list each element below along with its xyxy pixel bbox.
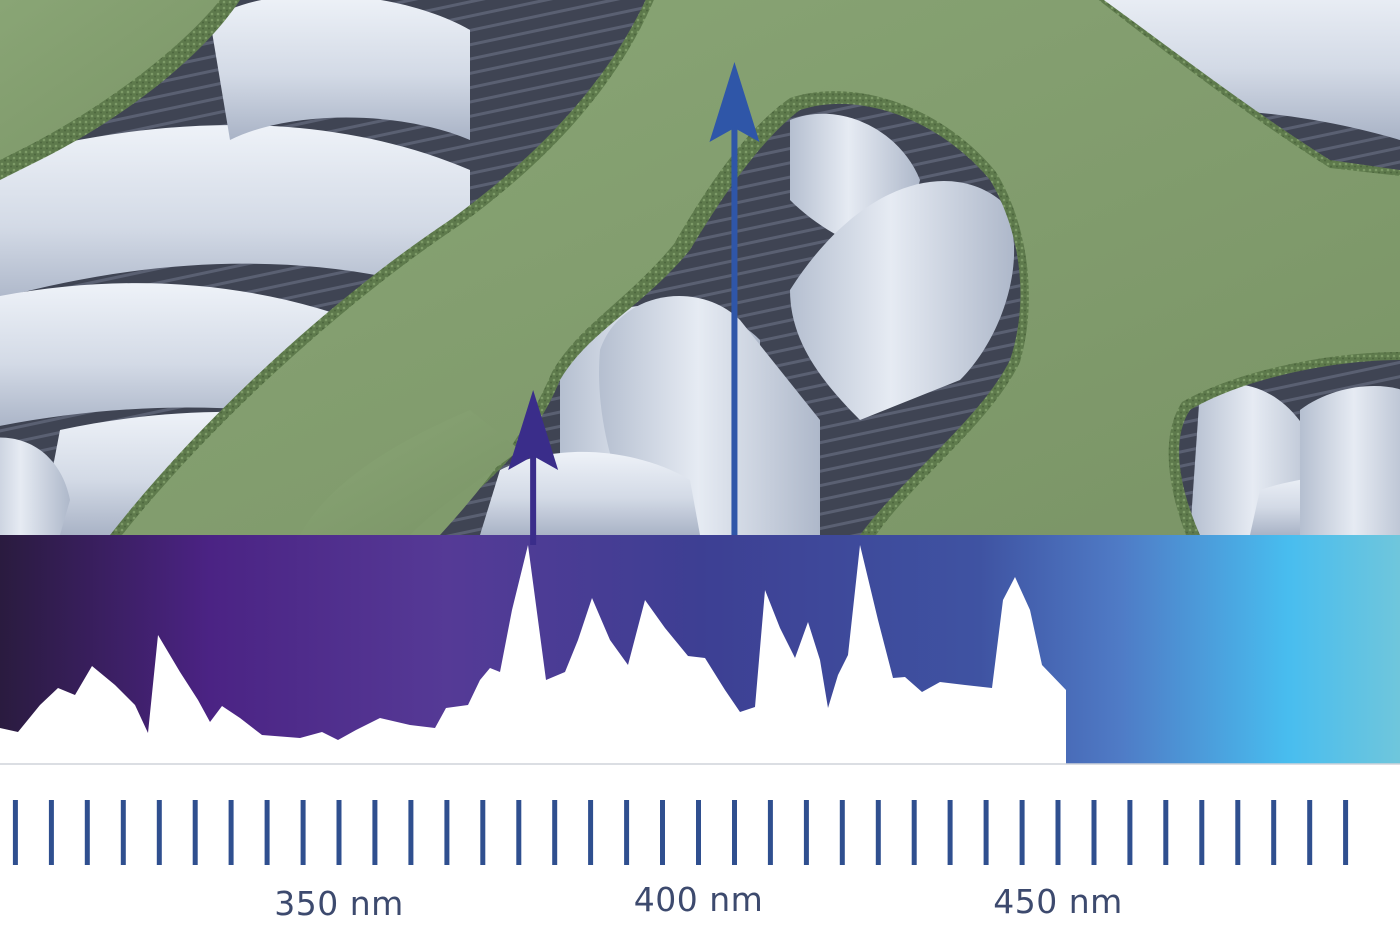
spectrum-profile <box>0 545 1066 764</box>
ruler-tick <box>1343 800 1349 865</box>
ruler-tick <box>911 800 917 865</box>
ruler-tick <box>444 800 450 865</box>
short-arrow <box>508 390 559 545</box>
ruler-tick <box>660 800 665 865</box>
ruler-tick <box>732 800 737 865</box>
ruler-tick <box>624 800 630 865</box>
ruler-tick <box>947 800 953 865</box>
ruler-tick <box>480 800 486 865</box>
coating-layer <box>0 0 1400 535</box>
ruler-tick <box>192 800 198 865</box>
ruler-tick <box>120 800 126 865</box>
ruler-tick <box>1127 800 1133 865</box>
ruler-tick <box>1091 800 1097 865</box>
ruler-tick <box>803 800 809 865</box>
ruler-tick <box>264 800 270 865</box>
micrograph <box>0 0 1400 535</box>
ruler-tick <box>588 800 594 865</box>
ruler-tick <box>228 800 234 865</box>
ruler-tick <box>48 800 54 865</box>
ruler-tick <box>1271 800 1277 865</box>
ruler-tick <box>767 800 773 865</box>
tick-label-450: 450 nm <box>993 882 1123 921</box>
ruler-tick <box>1307 800 1313 865</box>
ruler-tick <box>983 800 989 865</box>
ruler-tick <box>696 800 701 865</box>
ruler-tick <box>1055 800 1061 865</box>
tick-label-350: 350 nm <box>274 884 404 923</box>
ruler-tick <box>839 800 845 865</box>
ruler-tick <box>336 800 342 865</box>
ruler-tick <box>1019 800 1025 865</box>
ruler-tick <box>875 800 881 865</box>
ruler-ticks <box>12 800 1349 865</box>
fibers-front <box>480 296 1400 535</box>
ruler-tick <box>1199 800 1205 865</box>
tall-arrow <box>709 62 760 535</box>
ruler-tick <box>1163 800 1169 865</box>
ruler-tick <box>408 800 414 865</box>
arrows <box>508 62 760 545</box>
ruler-tick <box>84 800 90 865</box>
ruler-tick <box>156 800 162 865</box>
ruler-tick <box>300 800 306 865</box>
ruler-tick <box>1235 800 1241 865</box>
ruler-tick <box>372 800 378 865</box>
ruler-tick <box>552 800 558 865</box>
tick-label-400: 400 nm <box>633 880 764 919</box>
ruler-tick <box>516 800 522 865</box>
ruler-tick <box>12 800 18 865</box>
